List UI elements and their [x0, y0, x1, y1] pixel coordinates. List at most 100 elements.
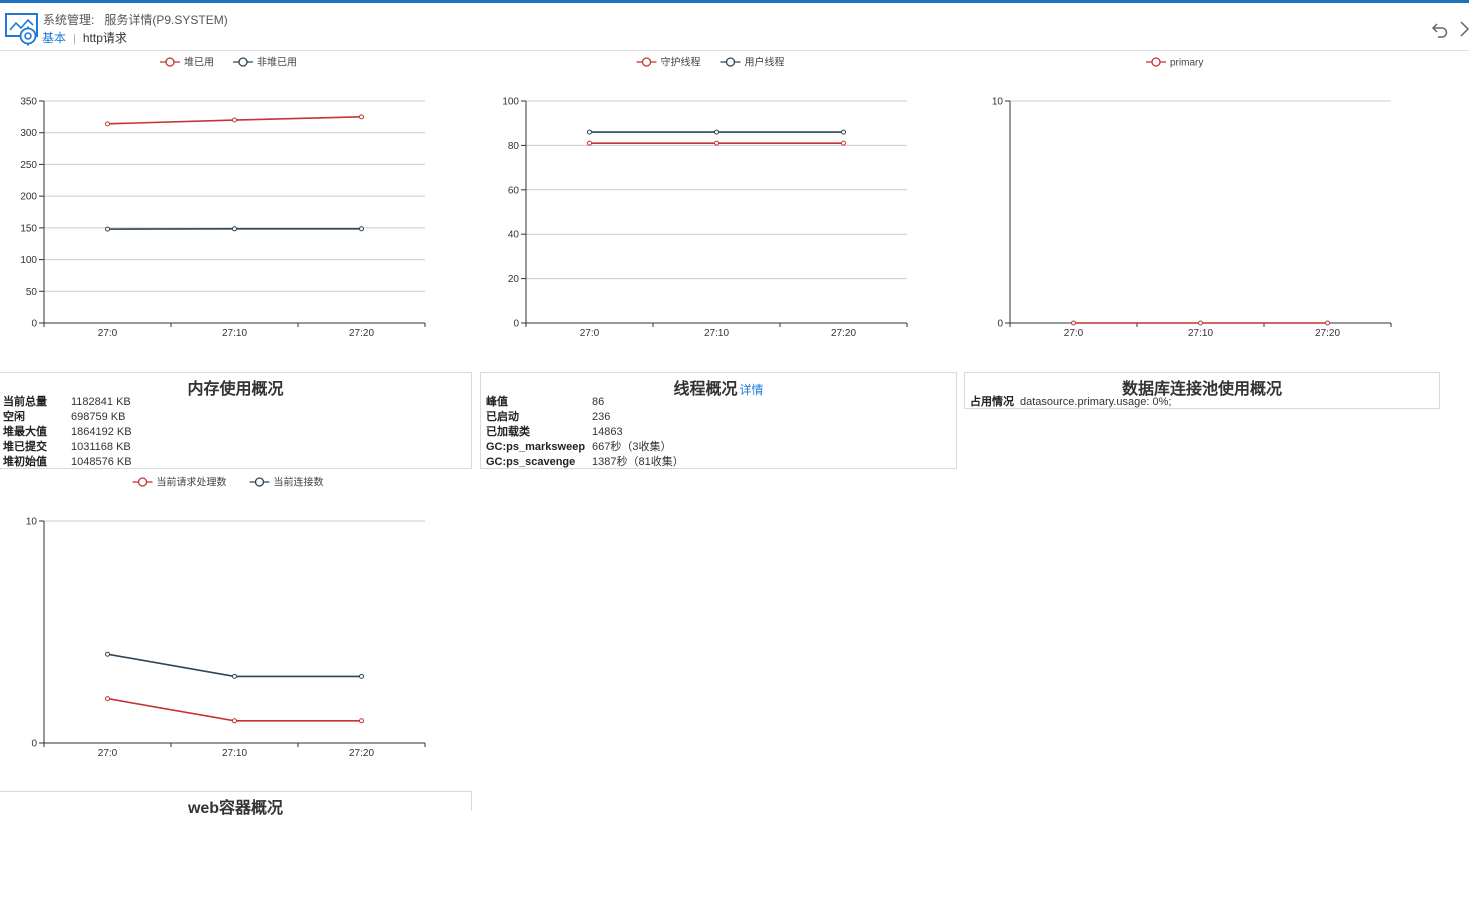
series-line [107, 653, 362, 678]
legend-marker [641, 57, 652, 67]
y-tick-label: 10 [992, 97, 1004, 108]
chart-legend: 守护线程 用户线程 [636, 56, 785, 69]
legend-label: 堆已用 [184, 57, 214, 69]
data-point [232, 718, 237, 724]
legend-label: 当前请求处理数 [157, 476, 227, 489]
y-tick-label: 150 [20, 223, 37, 234]
legend-label: primary [1170, 58, 1203, 69]
data-point [359, 114, 364, 120]
memory-row: 当前总量 1182841 KB [3, 395, 471, 410]
thread-row: 已加载类 14863 [486, 425, 956, 440]
row-value: 1864192 KB [71, 426, 132, 438]
row-value: 1031168 KB [71, 441, 131, 453]
thread-row: 已启动 236 [486, 410, 956, 425]
tab-separator: | [73, 33, 76, 45]
x-tick-label: 27:0 [98, 748, 118, 759]
data-point [1325, 320, 1330, 326]
thread-row: GC:ps_scavenge 1387秒（81收集） [486, 455, 956, 470]
row-key: 堆已提交 [3, 441, 47, 453]
tab-bar: 基本 | http请求 [42, 29, 127, 46]
thread-chart: 守护线程 用户线程 0 20 40 60 80 100 27:0 27:10 27:20 [482, 52, 922, 352]
y-tick-label: 350 [20, 97, 37, 108]
y-tick-label: 100 [502, 97, 519, 108]
data-point [714, 129, 719, 135]
legend-marker [254, 477, 265, 487]
x-tick-label: 27:0 [1064, 328, 1084, 339]
thread-line-chart: 守护线程 用户线程 0 20 40 60 80 100 27:0 27:10 27:20 [502, 56, 908, 339]
data-point [841, 140, 846, 146]
x-tick-label: 27:20 [349, 328, 374, 339]
data-point [587, 140, 592, 146]
y-tick-label: 300 [20, 128, 37, 139]
y-tick-label: 0 [513, 319, 519, 330]
row-value: 236 [592, 411, 611, 423]
gear-monitor-logo-icon [5, 13, 38, 46]
row-value: 86 [592, 396, 605, 408]
data-point [714, 140, 719, 146]
x-tick-label: 27:20 [831, 328, 856, 339]
y-tick-label: 0 [31, 739, 37, 750]
legend-marker [725, 57, 736, 67]
legend-marker [137, 477, 148, 487]
undo-icon[interactable] [1431, 20, 1449, 38]
thread-overview-panel: 线程概况 详情 峰值 86 已启动 236 已加载类 14863 GC:ps_marks… [480, 372, 957, 469]
tab-basic[interactable]: 基本 [42, 31, 67, 45]
legend-label: 用户线程 [745, 56, 785, 69]
x-tick-label: 27:0 [580, 328, 600, 339]
memory-overview-panel: 内存使用概况 当前总量 1182841 KB 空闲 698759 KB 堆最大值 18… [0, 372, 472, 469]
data-point [232, 117, 237, 123]
legend-marker [238, 57, 248, 67]
series-line [107, 697, 362, 722]
web-panel-title: web容器概况 [187, 800, 284, 817]
row-key: 已启动 [486, 411, 519, 423]
x-tick-label: 27:10 [222, 748, 247, 759]
page-title: 系统管理: 服务详情(P9.SYSTEM) [43, 11, 228, 28]
data-point [105, 226, 110, 232]
row-key: GC:ps_scavenge [486, 456, 576, 468]
data-point [232, 226, 237, 232]
title-prefix: 系统管理: [43, 13, 95, 27]
x-tick-label: 27:10 [1188, 328, 1213, 339]
chart-legend: 堆已用 非堆已用 [160, 57, 297, 69]
row-key: 堆最大值 [3, 426, 47, 438]
db-pool-chart: primary 0 10 27:0 27:10 27:20 [966, 52, 1406, 352]
data-point [587, 129, 592, 135]
row-key: 当前总量 [3, 396, 47, 408]
legend-label: 守护线程 [661, 56, 701, 69]
legend-marker [165, 57, 175, 67]
memory-line-chart: 堆已用 非堆已用 0 50 100 150 200 250 300 350 27:0 27:10 27:… [20, 57, 426, 339]
data-point [105, 696, 110, 702]
memory-row: 堆已提交 1031168 KB [3, 440, 471, 455]
web-container-chart: 当前请求处理数 当前连接数 0 10 27:0 27:10 27:20 [0, 472, 440, 772]
row-value: datasource.primary.usage: 0%; [1020, 396, 1172, 408]
thread-row: GC:ps_marksweep 667秒（3收集） [486, 440, 956, 455]
y-tick-label: 20 [508, 274, 520, 285]
memory-row: 堆初始值 1048576 KB [3, 455, 471, 470]
tab-http-requests[interactable]: http请求 [82, 31, 127, 45]
memory-chart: 堆已用 非堆已用 0 50 100 150 200 250 300 350 27:0 27:10 27:… [0, 52, 440, 352]
row-value: 667秒（3收集） [592, 441, 672, 453]
thread-details-link[interactable]: 详情 [739, 383, 764, 397]
title-text: 服务详情(P9.SYSTEM) [104, 13, 228, 27]
memory-panel-title: 内存使用概况 [187, 381, 284, 398]
y-tick-label: 60 [508, 185, 520, 196]
top-accent-bar [0, 0, 1469, 3]
row-key: 空闲 [3, 411, 25, 423]
db-panel-title: 数据库连接池使用概况 [1121, 381, 1282, 398]
data-point [105, 121, 110, 127]
thread-panel-title-text: 线程概况 [673, 381, 738, 398]
x-tick-label: 27:10 [222, 328, 247, 339]
x-tick-label: 27:0 [98, 328, 118, 339]
db-pool-line-chart: primary 0 10 27:0 27:10 27:20 [992, 57, 1392, 339]
chevron-right-icon[interactable] [1456, 20, 1469, 38]
row-value: 698759 KB [71, 411, 126, 423]
row-key: GC:ps_marksweep [486, 441, 586, 453]
page-header: 系统管理: 服务详情(P9.SYSTEM) 基本 | http请求 [0, 3, 1469, 51]
data-point [1071, 320, 1076, 326]
data-point [841, 129, 846, 135]
row-key: 峰值 [486, 396, 508, 408]
y-tick-label: 50 [26, 287, 38, 298]
row-value: 1387秒（81收集） [592, 456, 684, 468]
x-tick-label: 27:10 [704, 328, 729, 339]
memory-row: 堆最大值 1864192 KB [3, 425, 471, 440]
